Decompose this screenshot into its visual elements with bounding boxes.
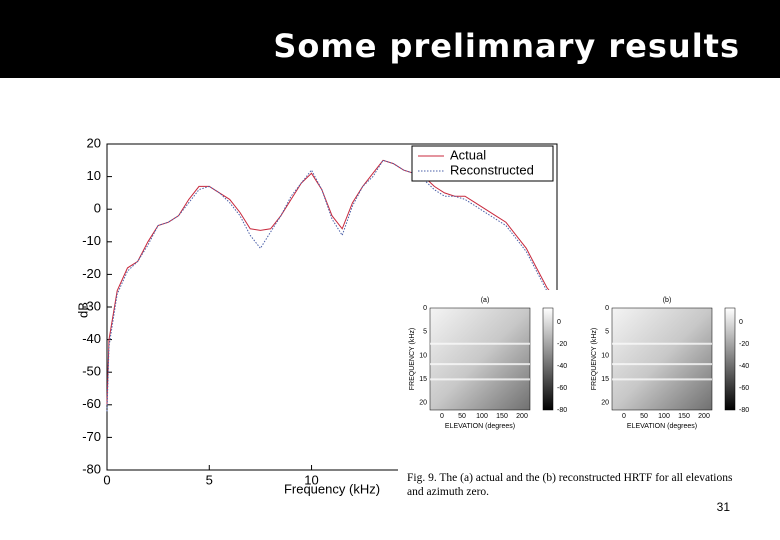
y-tick-label: -80 — [82, 461, 101, 476]
y-tick-label: 0 — [94, 201, 101, 216]
x-tick-label: 5 — [206, 472, 213, 487]
figure-caption: Fig. 9. The (a) actual and the (b) recon… — [407, 472, 733, 498]
colorbar — [724, 307, 736, 411]
colorbar-tick: -40 — [739, 363, 749, 370]
panel-y-tick: 15 — [601, 376, 609, 383]
panel-x-tick: 200 — [698, 413, 710, 420]
panel-y-tick: 20 — [419, 400, 427, 407]
x-tick-label: 0 — [103, 472, 110, 487]
colorbar-tick: -20 — [739, 341, 749, 348]
y-tick-label: 20 — [87, 135, 101, 150]
heatmap-image — [429, 307, 531, 411]
panel-x-tick: 50 — [640, 413, 648, 420]
y-tick-label: 10 — [87, 168, 101, 183]
y-tick-label: -70 — [82, 429, 101, 444]
colorbar-tick: -20 — [557, 341, 567, 348]
colorbar — [542, 307, 554, 411]
panel-x-label: ELEVATION (degrees) — [627, 423, 697, 430]
legend-box — [411, 145, 554, 182]
y-tick-label: -20 — [82, 266, 101, 281]
colorbar-tick: -40 — [557, 363, 567, 370]
caption-line: Fig. 9. The (a) actual and the (b) recon… — [407, 472, 733, 484]
y-tick-label: -60 — [82, 396, 101, 411]
legend-label: Reconstructed — [450, 162, 534, 177]
panel-y-label: FREQUENCY (kHz) — [591, 328, 598, 390]
panel-x-tick: 50 — [458, 413, 466, 420]
panel-y-tick: 10 — [419, 352, 427, 359]
colorbar-tick: -80 — [739, 407, 749, 414]
panel-x-tick: 0 — [622, 413, 626, 420]
y-tick-label: -40 — [82, 331, 101, 346]
panel-x-tick: 150 — [496, 413, 508, 420]
colorbar-tick: -80 — [557, 407, 567, 414]
panel-y-tick: 15 — [419, 376, 427, 383]
panel-x-tick: 100 — [476, 413, 488, 420]
slide-title: Some prelimnary results — [273, 27, 740, 65]
y-tick-label: -10 — [82, 233, 101, 248]
panel-x-tick: 0 — [440, 413, 444, 420]
colorbar-tick: 0 — [739, 319, 743, 326]
heatmap-image — [611, 307, 713, 411]
caption-line: and azimuth zero. — [407, 486, 489, 498]
x-tick-label: 10 — [304, 472, 318, 487]
colorbar-tick: -60 — [557, 385, 567, 392]
header-band — [0, 0, 780, 78]
panel-y-tick: 10 — [601, 352, 609, 359]
legend-label: Actual — [450, 147, 486, 162]
panel-y-tick: 5 — [605, 329, 609, 336]
colorbar-tick: 0 — [557, 319, 561, 326]
page-number: 31 — [717, 500, 731, 514]
panel-label: (b) — [663, 297, 672, 304]
panel-y-tick: 5 — [423, 329, 427, 336]
y-axis-label: dB — [75, 302, 90, 318]
panel-x-label: ELEVATION (degrees) — [445, 423, 515, 430]
panel-y-tick: 0 — [605, 305, 609, 312]
inset-figure: (a)FREQUENCY (kHz)ELEVATION (degrees)051… — [398, 290, 770, 502]
series-line — [106, 159, 558, 405]
x-axis-label: Frequency (kHz) — [284, 481, 380, 496]
series-line — [106, 159, 558, 412]
colorbar-tick: -60 — [739, 385, 749, 392]
y-tick-label: -30 — [82, 298, 101, 313]
panel-x-tick: 150 — [678, 413, 690, 420]
panel-x-tick: 100 — [658, 413, 670, 420]
panel-y-tick: 20 — [601, 400, 609, 407]
panel-label: (a) — [481, 297, 490, 304]
panel-y-label: FREQUENCY (kHz) — [409, 328, 416, 390]
y-tick-label: -50 — [82, 364, 101, 379]
panel-y-tick: 0 — [423, 305, 427, 312]
panel-x-tick: 200 — [516, 413, 528, 420]
